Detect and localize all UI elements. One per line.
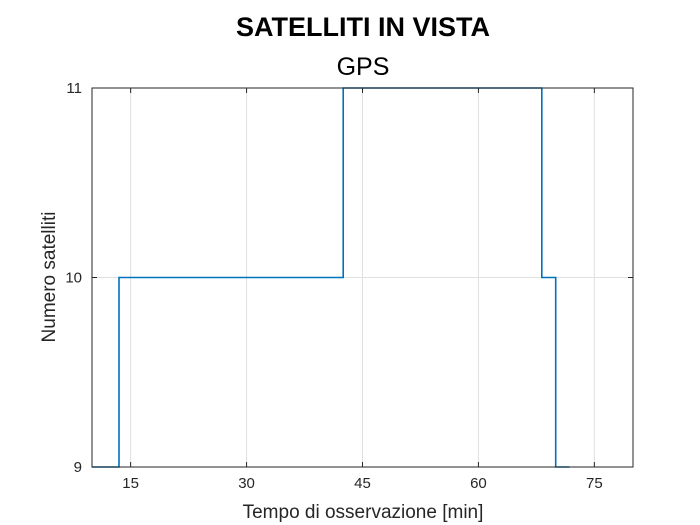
x-tick-label: 75 (586, 475, 603, 492)
x-tick-label: 15 (122, 475, 139, 492)
axis-ticks (92, 87, 633, 468)
x-axis-label: Tempo di osservazione [min] (243, 502, 484, 523)
x-tick-labels: 15 30 45 60 75 (122, 475, 602, 492)
x-tick-label: 60 (470, 475, 487, 492)
chart-title: SATELLITI IN VISTA (236, 12, 490, 42)
y-tick-labels: 9 10 11 (65, 80, 82, 476)
chart-subtitle: GPS (337, 53, 390, 81)
y-tick-label: 10 (65, 270, 82, 287)
x-tick-label: 45 (354, 475, 371, 492)
y-tick-label: 9 (74, 459, 82, 476)
y-tick-label: 11 (66, 80, 82, 97)
x-tick-label: 30 (238, 475, 255, 492)
y-axis-label: Numero satelliti (39, 212, 60, 343)
